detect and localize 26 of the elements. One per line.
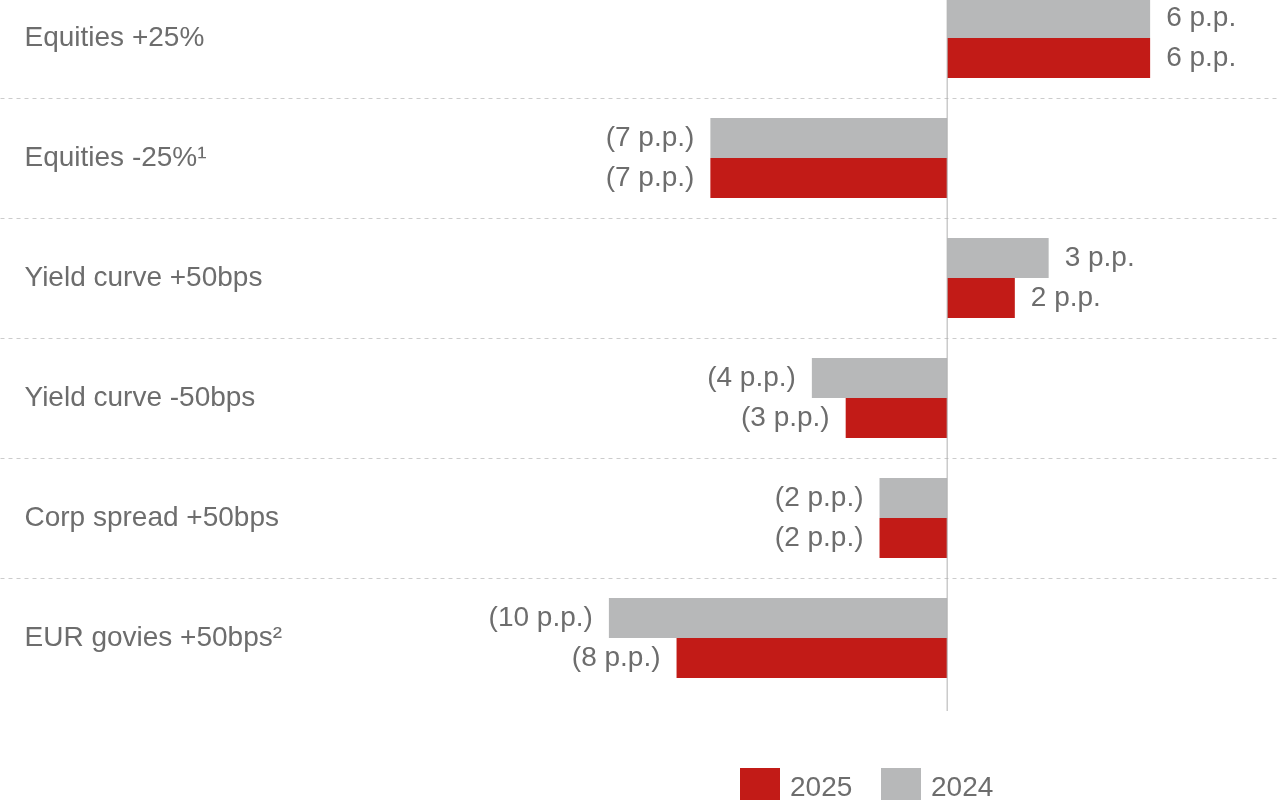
data-label: (4 p.p.) [707, 361, 796, 392]
data-label: 6 p.p. [1166, 1, 1237, 32]
bar [710, 158, 948, 198]
data-label: (10 p.p.) [488, 601, 593, 632]
data-label: (2 p.p.) [774, 481, 864, 512]
y-tick-label: Yield curve -50bps [24, 381, 256, 412]
bar [947, 278, 1015, 318]
data-label: 6 p.p. [1166, 41, 1237, 72]
y-tick-label: Corp spread +50bps [24, 501, 280, 532]
y-tick-label: Equities -25%¹ [24, 141, 207, 172]
data-label: 3 p.p. [1064, 241, 1135, 272]
data-label: (7 p.p.) [605, 121, 695, 152]
y-tick-label: EUR govies +50bps² [24, 621, 283, 652]
y-tick-label: Yield curve +50bps [24, 261, 263, 292]
bar [676, 638, 948, 678]
data-label: 2 p.p. [1030, 281, 1101, 312]
legend-label: 2024 [931, 771, 994, 800]
bar [947, 38, 1151, 78]
legend-label: 2025 [790, 771, 853, 800]
data-label: (8 p.p.) [571, 641, 661, 672]
data-label: (2 p.p.) [774, 521, 864, 552]
data-label: (7 p.p.) [605, 161, 695, 192]
bar [879, 518, 948, 558]
data-label: (3 p.p.) [740, 401, 830, 432]
bar [845, 398, 948, 438]
y-tick-label: Equities +25% [24, 21, 205, 52]
